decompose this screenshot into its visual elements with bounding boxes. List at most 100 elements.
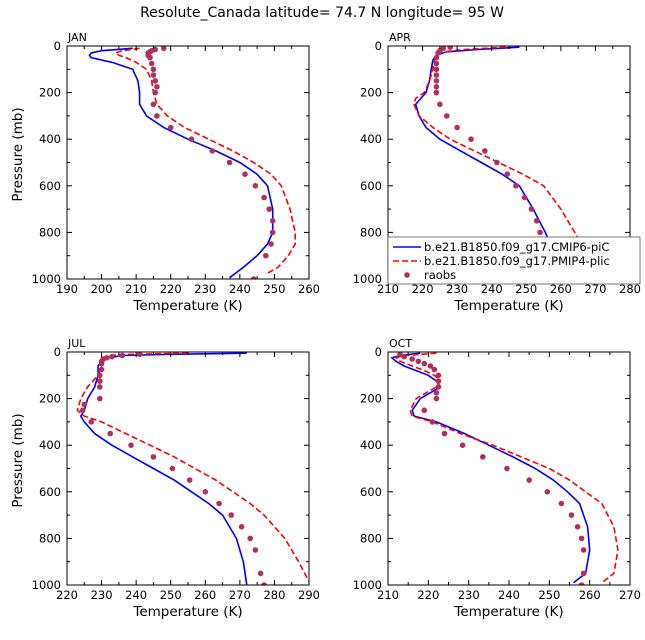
raobs-point bbox=[441, 430, 448, 437]
raobs-point bbox=[169, 465, 176, 472]
raobs-point bbox=[98, 366, 105, 373]
x-tick-label: 220 bbox=[160, 282, 182, 296]
raobs-point bbox=[526, 477, 532, 483]
raobs-point bbox=[161, 46, 167, 52]
x-tick-label: 260 bbox=[550, 282, 572, 296]
x-axis-label: Temperature (K) bbox=[453, 604, 563, 620]
raobs-point bbox=[409, 356, 416, 362]
legend-box bbox=[387, 236, 641, 285]
raobs-point bbox=[533, 218, 540, 224]
raobs-point bbox=[268, 241, 274, 247]
raobs-point bbox=[97, 378, 103, 384]
y-tick-label: 400 bbox=[360, 132, 382, 146]
raobs-point bbox=[247, 535, 253, 542]
y-tick-label: 1000 bbox=[353, 272, 382, 286]
y-tick-label: 1000 bbox=[32, 272, 61, 286]
x-tick-label: 240 bbox=[498, 588, 520, 602]
raobs-point bbox=[167, 124, 174, 131]
pmip4-line bbox=[76, 352, 309, 582]
raobs-point bbox=[269, 229, 276, 236]
raobs-point bbox=[97, 384, 103, 390]
panel-label: JUL bbox=[67, 337, 86, 350]
raobs-point bbox=[97, 395, 103, 402]
raobs-point bbox=[150, 72, 157, 78]
panel-label: OCT bbox=[389, 337, 412, 350]
y-tick-label: 200 bbox=[360, 392, 382, 406]
legend-label: raobs bbox=[424, 268, 456, 282]
raobs-point bbox=[568, 512, 575, 518]
x-axis-label: Temperature (K) bbox=[132, 604, 242, 620]
raobs-point bbox=[494, 159, 500, 166]
raobs-point bbox=[482, 148, 488, 154]
pmip4-line bbox=[113, 47, 297, 274]
y-tick-label: 200 bbox=[360, 86, 382, 100]
raobs-point bbox=[437, 101, 443, 108]
y-axis-label: Pressure (mb) bbox=[10, 107, 26, 201]
cmip6-line bbox=[88, 47, 274, 279]
raobs-point bbox=[435, 50, 441, 56]
raobs-point bbox=[433, 89, 440, 96]
raobs-point bbox=[147, 54, 153, 61]
x-tick-label: 190 bbox=[56, 282, 78, 296]
raobs-point bbox=[574, 524, 581, 530]
x-axis-label: Temperature (K) bbox=[132, 298, 242, 314]
y-tick-label: 200 bbox=[39, 392, 61, 406]
y-tick-label: 600 bbox=[360, 179, 382, 193]
raobs-point bbox=[435, 384, 442, 390]
plot-area bbox=[88, 46, 297, 279]
y-tick-label: 200 bbox=[39, 86, 61, 100]
raobs-point bbox=[580, 570, 587, 577]
legend-marker bbox=[404, 272, 410, 278]
cmip6-line bbox=[390, 352, 591, 584]
x-tick-label: 240 bbox=[481, 282, 503, 296]
x-tick-label: 250 bbox=[160, 588, 182, 602]
raobs-point bbox=[209, 148, 215, 154]
raobs-point bbox=[128, 442, 134, 449]
x-tick-label: 270 bbox=[619, 588, 641, 602]
raobs-point bbox=[504, 171, 511, 177]
raobs-point bbox=[459, 442, 466, 449]
raobs-point bbox=[119, 352, 126, 359]
x-tick-label: 200 bbox=[91, 282, 113, 296]
raobs-point bbox=[578, 535, 585, 542]
raobs-point bbox=[88, 419, 94, 425]
legend-label: b.e21.B1850.f09_g17.PMIP4-plic bbox=[424, 254, 610, 268]
raobs-point bbox=[435, 378, 442, 384]
raobs-point bbox=[97, 372, 103, 379]
x-tick-label: 210 bbox=[125, 282, 147, 296]
raobs-point bbox=[252, 183, 259, 189]
raobs-point bbox=[269, 218, 276, 224]
raobs-point bbox=[250, 276, 257, 279]
panel-jan: 190 200 210 220 230 240 250 260 0 200 400 600 800 100… bbox=[10, 31, 320, 314]
raobs-point bbox=[261, 582, 267, 585]
raobs-point bbox=[558, 500, 565, 507]
raobs-point bbox=[433, 66, 440, 73]
raobs-point bbox=[537, 229, 543, 236]
raobs-point bbox=[81, 401, 88, 408]
raobs-point bbox=[263, 252, 269, 259]
y-tick-label: 800 bbox=[39, 225, 61, 239]
panel-oct: 210 220 230 240 250 260 270 0 200 400 600 800 1000 OC… bbox=[353, 337, 641, 620]
x-tick-label: 240 bbox=[125, 588, 147, 602]
raobs-point bbox=[429, 419, 436, 425]
raobs-point bbox=[79, 407, 86, 414]
x-tick-label: 280 bbox=[619, 282, 641, 296]
x-tick-label: 230 bbox=[194, 282, 216, 296]
y-tick-label: 0 bbox=[54, 39, 61, 53]
raobs-point bbox=[228, 512, 234, 518]
y-tick-label: 1000 bbox=[32, 578, 61, 592]
raobs-point bbox=[242, 171, 248, 177]
x-tick-label: 270 bbox=[229, 588, 251, 602]
x-tick-label: 290 bbox=[298, 588, 320, 602]
raobs-point bbox=[136, 352, 143, 358]
y-tick-label: 0 bbox=[375, 345, 382, 359]
y-tick-label: 600 bbox=[39, 485, 61, 499]
x-tick-label: 280 bbox=[263, 588, 285, 602]
axes-frame bbox=[66, 351, 310, 586]
raobs-point bbox=[257, 570, 264, 577]
raobs-point bbox=[148, 60, 155, 67]
panel-label: APR bbox=[389, 31, 411, 44]
raobs-point bbox=[578, 582, 585, 585]
y-tick-label: 0 bbox=[54, 345, 61, 359]
